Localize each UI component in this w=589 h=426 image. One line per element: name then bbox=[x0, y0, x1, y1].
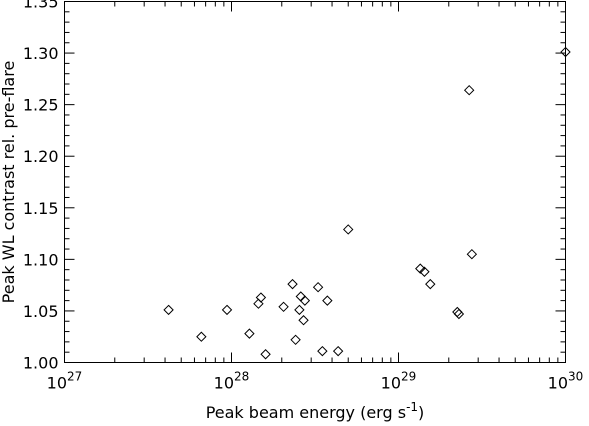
x-tick-label: 1028 bbox=[214, 370, 250, 393]
data-point bbox=[463, 84, 475, 96]
data-point bbox=[294, 304, 305, 316]
data-point bbox=[322, 295, 333, 306]
data-point bbox=[196, 331, 207, 342]
data-point bbox=[163, 304, 174, 316]
y-tick-label: 1.30 bbox=[23, 44, 59, 63]
data-point bbox=[452, 306, 463, 318]
data-point bbox=[312, 281, 324, 293]
x-tick-label: 1027 bbox=[47, 370, 83, 393]
y-tick-label: 1.35 bbox=[23, 0, 59, 12]
y-axis-title: Peak WL contrast rel. pre-flare bbox=[0, 61, 18, 304]
data-point bbox=[466, 248, 478, 260]
y-tick-label: 1.00 bbox=[23, 354, 59, 373]
y-tick-label: 1.25 bbox=[23, 96, 59, 115]
data-point bbox=[425, 278, 436, 290]
y-tick-label: 1.20 bbox=[23, 147, 59, 166]
data-point bbox=[343, 224, 354, 235]
data-point bbox=[244, 328, 255, 339]
data-point bbox=[332, 345, 344, 357]
data-point bbox=[221, 304, 233, 316]
y-tick-label: 1.05 bbox=[23, 302, 59, 321]
data-points bbox=[163, 46, 571, 360]
y-tick-label: 1.10 bbox=[23, 250, 59, 269]
data-point bbox=[298, 315, 309, 326]
plot-frame bbox=[64, 1, 566, 363]
y-axis: 1.00 1.05 1.10 1.15 1.20 1.25 1.30 1.35 bbox=[23, 0, 566, 373]
x-axis: 1027 1028 1029 1030 bbox=[47, 1, 584, 393]
data-point bbox=[287, 278, 298, 290]
x-tick-label: 1029 bbox=[381, 370, 417, 393]
y-tick-label: 1.15 bbox=[23, 199, 59, 218]
x-tick-label: 1030 bbox=[548, 370, 584, 393]
data-point bbox=[317, 345, 328, 357]
data-point bbox=[560, 46, 571, 58]
data-point bbox=[253, 298, 264, 309]
data-point bbox=[255, 292, 267, 303]
data-point bbox=[299, 295, 311, 306]
x-axis-title: Peak beam energy (erg s-1) bbox=[206, 400, 425, 422]
data-point bbox=[290, 334, 301, 346]
data-point bbox=[453, 308, 465, 320]
data-point bbox=[260, 349, 271, 360]
data-point bbox=[415, 263, 426, 274]
data-point bbox=[278, 301, 289, 313]
data-point bbox=[419, 266, 430, 277]
